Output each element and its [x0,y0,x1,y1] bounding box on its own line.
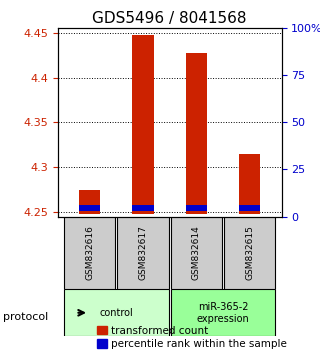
Bar [239,205,260,211]
Bar [239,154,260,214]
FancyBboxPatch shape [64,289,169,336]
Bar [186,52,207,214]
Bar [186,205,207,211]
Text: GSM832617: GSM832617 [139,225,148,280]
Bar [132,35,154,214]
Legend: transformed count, percentile rank within the sample: transformed count, percentile rank withi… [97,326,287,349]
FancyBboxPatch shape [171,289,275,336]
Text: GSM832616: GSM832616 [85,225,94,280]
Text: protocol: protocol [3,312,48,322]
Text: GSM832614: GSM832614 [192,225,201,280]
Title: GDS5496 / 8041568: GDS5496 / 8041568 [92,11,247,26]
FancyBboxPatch shape [117,217,169,289]
Bar [132,205,154,211]
FancyBboxPatch shape [64,217,115,289]
Text: control: control [100,308,133,318]
Bar [79,205,100,211]
FancyBboxPatch shape [224,217,275,289]
Bar [79,190,100,214]
Text: GSM832615: GSM832615 [245,225,254,280]
Text: miR-365-2
expression: miR-365-2 expression [196,302,249,324]
FancyBboxPatch shape [171,217,222,289]
